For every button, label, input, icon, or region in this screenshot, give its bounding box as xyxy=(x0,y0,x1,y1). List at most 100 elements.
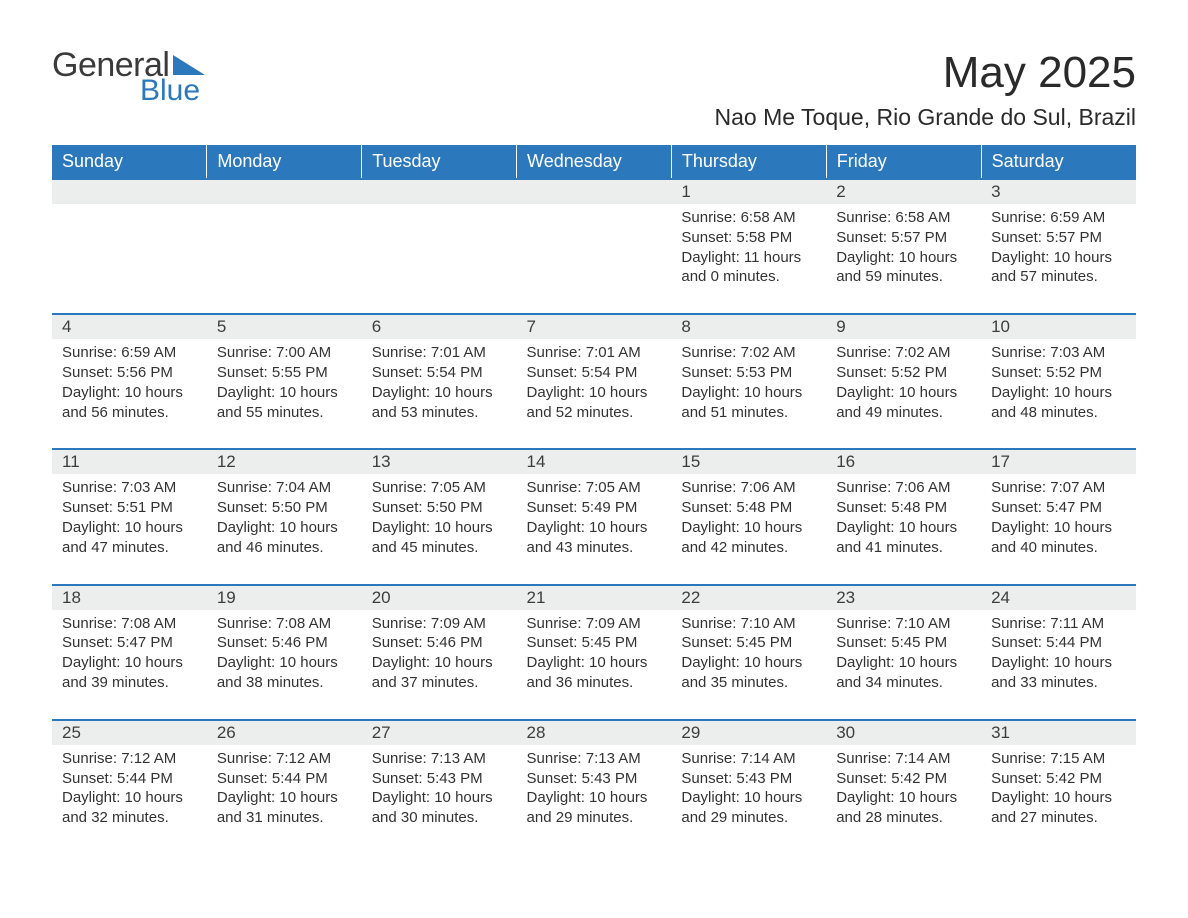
day-cell: Sunrise: 7:09 AMSunset: 5:45 PMDaylight:… xyxy=(517,610,672,720)
page-title: May 2025 xyxy=(715,48,1136,98)
daylight-text: Daylight: 10 hours xyxy=(836,788,971,808)
daylight-text: Daylight: 10 hours xyxy=(217,788,352,808)
date-number: 11 xyxy=(52,449,207,474)
date-number: 22 xyxy=(671,585,826,610)
sunset-text: Sunset: 5:54 PM xyxy=(527,363,662,383)
sunrise-text: Sunrise: 7:09 AM xyxy=(372,614,507,634)
daylight-text: and 51 minutes. xyxy=(681,403,816,423)
date-number: 14 xyxy=(517,449,672,474)
daylight-text: and 56 minutes. xyxy=(62,403,197,423)
sunset-text: Sunset: 5:43 PM xyxy=(372,769,507,789)
sunset-text: Sunset: 5:50 PM xyxy=(217,498,352,518)
date-number-row: 25262728293031 xyxy=(52,720,1136,745)
sunrise-text: Sunrise: 7:09 AM xyxy=(527,614,662,634)
daylight-text: Daylight: 10 hours xyxy=(991,788,1126,808)
daylight-text: Daylight: 10 hours xyxy=(527,653,662,673)
sunset-text: Sunset: 5:50 PM xyxy=(372,498,507,518)
daylight-text: Daylight: 10 hours xyxy=(527,518,662,538)
daylight-text: and 52 minutes. xyxy=(527,403,662,423)
daylight-text: and 40 minutes. xyxy=(991,538,1126,558)
daylight-text: and 41 minutes. xyxy=(836,538,971,558)
daylight-text: Daylight: 10 hours xyxy=(372,788,507,808)
header: General Blue May 2025 Nao Me Toque, Rio … xyxy=(52,48,1136,141)
daylight-text: Daylight: 10 hours xyxy=(527,383,662,403)
sunset-text: Sunset: 5:48 PM xyxy=(836,498,971,518)
day-cell: Sunrise: 7:03 AMSunset: 5:52 PMDaylight:… xyxy=(981,339,1136,449)
day-cell: Sunrise: 7:13 AMSunset: 5:43 PMDaylight:… xyxy=(362,745,517,854)
date-number xyxy=(207,179,362,204)
daylight-text: Daylight: 10 hours xyxy=(217,383,352,403)
sunset-text: Sunset: 5:58 PM xyxy=(681,228,816,248)
sunrise-text: Sunrise: 7:13 AM xyxy=(372,749,507,769)
day-cell: Sunrise: 7:06 AMSunset: 5:48 PMDaylight:… xyxy=(671,474,826,584)
daylight-text: Daylight: 10 hours xyxy=(217,653,352,673)
date-number xyxy=(52,179,207,204)
daylight-text: and 29 minutes. xyxy=(527,808,662,828)
sunrise-text: Sunrise: 7:10 AM xyxy=(681,614,816,634)
sunset-text: Sunset: 5:42 PM xyxy=(991,769,1126,789)
daylight-text: Daylight: 10 hours xyxy=(836,248,971,268)
daylight-text: and 33 minutes. xyxy=(991,673,1126,693)
sunset-text: Sunset: 5:52 PM xyxy=(836,363,971,383)
day-cell: Sunrise: 7:11 AMSunset: 5:44 PMDaylight:… xyxy=(981,610,1136,720)
sunrise-text: Sunrise: 7:13 AM xyxy=(527,749,662,769)
sunset-text: Sunset: 5:52 PM xyxy=(991,363,1126,383)
col-friday: Friday xyxy=(826,145,981,179)
date-number: 5 xyxy=(207,314,362,339)
daylight-text: Daylight: 10 hours xyxy=(681,788,816,808)
daylight-text: and 57 minutes. xyxy=(991,267,1126,287)
date-number: 31 xyxy=(981,720,1136,745)
sunrise-text: Sunrise: 7:06 AM xyxy=(836,478,971,498)
date-number: 4 xyxy=(52,314,207,339)
day-cell xyxy=(362,204,517,314)
sunrise-text: Sunrise: 7:12 AM xyxy=(62,749,197,769)
daylight-text: and 42 minutes. xyxy=(681,538,816,558)
sunset-text: Sunset: 5:45 PM xyxy=(681,633,816,653)
day-cell: Sunrise: 7:03 AMSunset: 5:51 PMDaylight:… xyxy=(52,474,207,584)
day-cell: Sunrise: 7:01 AMSunset: 5:54 PMDaylight:… xyxy=(362,339,517,449)
sunrise-text: Sunrise: 7:11 AM xyxy=(991,614,1126,634)
sunset-text: Sunset: 5:55 PM xyxy=(217,363,352,383)
sunset-text: Sunset: 5:44 PM xyxy=(217,769,352,789)
daylight-text: Daylight: 10 hours xyxy=(62,518,197,538)
sunrise-text: Sunrise: 7:05 AM xyxy=(527,478,662,498)
sunrise-text: Sunrise: 7:03 AM xyxy=(991,343,1126,363)
date-number: 15 xyxy=(671,449,826,474)
title-block: May 2025 Nao Me Toque, Rio Grande do Sul… xyxy=(715,48,1136,141)
sunrise-text: Sunrise: 6:58 AM xyxy=(836,208,971,228)
day-cell: Sunrise: 7:15 AMSunset: 5:42 PMDaylight:… xyxy=(981,745,1136,854)
col-saturday: Saturday xyxy=(981,145,1136,179)
daylight-text: and 38 minutes. xyxy=(217,673,352,693)
day-cell: Sunrise: 7:14 AMSunset: 5:42 PMDaylight:… xyxy=(826,745,981,854)
sunset-text: Sunset: 5:46 PM xyxy=(372,633,507,653)
date-number-row: 45678910 xyxy=(52,314,1136,339)
day-cell xyxy=(52,204,207,314)
date-number: 27 xyxy=(362,720,517,745)
day-cell: Sunrise: 7:01 AMSunset: 5:54 PMDaylight:… xyxy=(517,339,672,449)
day-cell: Sunrise: 6:59 AMSunset: 5:56 PMDaylight:… xyxy=(52,339,207,449)
sunrise-text: Sunrise: 7:02 AM xyxy=(681,343,816,363)
daylight-text: Daylight: 11 hours xyxy=(681,248,816,268)
date-number: 25 xyxy=(52,720,207,745)
sunrise-text: Sunrise: 7:14 AM xyxy=(836,749,971,769)
daylight-text: and 0 minutes. xyxy=(681,267,816,287)
day-cell: Sunrise: 7:02 AMSunset: 5:53 PMDaylight:… xyxy=(671,339,826,449)
date-number: 19 xyxy=(207,585,362,610)
day-cell: Sunrise: 7:06 AMSunset: 5:48 PMDaylight:… xyxy=(826,474,981,584)
sunset-text: Sunset: 5:45 PM xyxy=(527,633,662,653)
date-number xyxy=(517,179,672,204)
day-cell xyxy=(207,204,362,314)
sunset-text: Sunset: 5:46 PM xyxy=(217,633,352,653)
daylight-text: and 31 minutes. xyxy=(217,808,352,828)
sunset-text: Sunset: 5:44 PM xyxy=(991,633,1126,653)
date-number: 29 xyxy=(671,720,826,745)
sunset-text: Sunset: 5:49 PM xyxy=(527,498,662,518)
sunrise-text: Sunrise: 7:08 AM xyxy=(217,614,352,634)
col-wednesday: Wednesday xyxy=(517,145,672,179)
date-number: 2 xyxy=(826,179,981,204)
daylight-text: Daylight: 10 hours xyxy=(991,383,1126,403)
daylight-text: Daylight: 10 hours xyxy=(217,518,352,538)
col-thursday: Thursday xyxy=(671,145,826,179)
day-cell xyxy=(517,204,672,314)
date-number: 28 xyxy=(517,720,672,745)
